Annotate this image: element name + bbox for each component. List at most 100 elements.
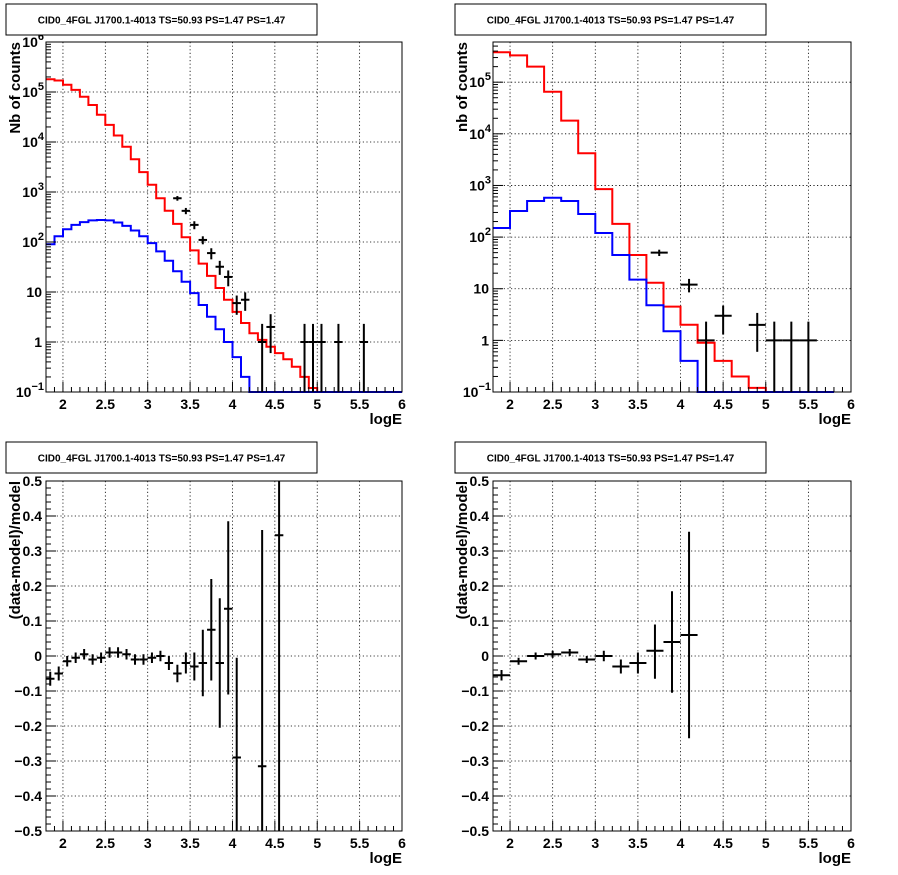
data-point: [595, 650, 613, 662]
title-box: [5, 3, 318, 36]
y-tick-base: 10: [22, 84, 38, 100]
data-point: [359, 323, 369, 392]
y-axis-title: (data-model)/model: [454, 481, 471, 619]
y-tick-label: −0.3: [14, 753, 42, 769]
y-tick-label: −0.2: [14, 718, 42, 734]
y-tick-label: 0.1: [470, 613, 490, 629]
x-axis-title: logE: [819, 850, 852, 867]
y-tick-exponent: −1: [478, 381, 491, 393]
y-tick-label: 0.3: [470, 543, 490, 559]
panel-1: 2 2.5 3 3.5 4 4.5 5 5.5 610−1110102103104105106l…: [5, 3, 406, 428]
x-tick-label: 3: [591, 396, 599, 412]
data-point: [334, 323, 343, 392]
data-point: [173, 196, 182, 201]
y-tick-label: 102: [22, 231, 44, 250]
y-tick-label: 0.2: [470, 578, 490, 594]
y-tick-label: 0.2: [23, 578, 43, 594]
x-tick-label: 5: [762, 396, 770, 412]
y-tick-label: −0.3: [461, 753, 489, 769]
x-axis-title: logE: [819, 411, 852, 428]
chart-title: CID0_4FGL J1700.1-4013 TS=50.93 PS=1.47 …: [38, 16, 286, 27]
data-point: [257, 323, 267, 392]
x-tick-label: 4: [229, 835, 237, 851]
y-tick-label: 0.3: [23, 543, 43, 559]
data-point: [561, 649, 579, 656]
x-tick-label: 5: [762, 835, 770, 851]
data-point: [680, 278, 698, 293]
y-tick-exponent: 4: [38, 131, 45, 143]
x-tick-label: 2: [59, 396, 67, 412]
data-point: [799, 321, 817, 392]
data-point: [215, 598, 224, 728]
data-point: [232, 295, 241, 315]
x-tick-label: 2.5: [543, 835, 563, 851]
y-tick-base: 10: [469, 229, 485, 245]
data-point: [207, 248, 216, 260]
data-point: [224, 270, 233, 287]
y-tick-label: 10−1: [463, 381, 491, 400]
x-tick-label: 3: [591, 835, 599, 851]
y-tick-label: 104: [22, 131, 45, 150]
y-tick-label: 0.4: [470, 508, 490, 524]
data-point: [300, 323, 309, 392]
x-tick-label: 4: [677, 835, 685, 851]
y-tick-exponent: 5: [38, 81, 44, 93]
data-point: [317, 323, 326, 392]
data-point: [113, 647, 123, 658]
y-tick-base: 10: [22, 234, 38, 250]
x-tick-label: 5.5: [350, 396, 370, 412]
chart-title: CID0_4FGL J1700.1-4013 TS=50.93 PS=1.47 …: [487, 454, 735, 465]
y-tick-label: 1: [481, 332, 489, 348]
data-point: [71, 652, 80, 663]
y-tick-exponent: 3: [38, 181, 44, 193]
x-tick-label: 5.5: [350, 835, 370, 851]
x-tick-label: 5.5: [799, 396, 819, 412]
data-point: [224, 521, 233, 695]
x-tick-label: 2.5: [96, 396, 116, 412]
y-tick-base: 10: [16, 384, 32, 400]
y-tick-label: 10: [26, 284, 42, 300]
data-point: [308, 323, 318, 392]
data-point: [190, 221, 199, 230]
x-tick-label: 6: [398, 835, 406, 851]
y-tick-label: −0.4: [461, 788, 489, 804]
data-point: [122, 649, 131, 660]
y-axis-title: nb of counts: [454, 42, 471, 132]
y-tick-label: −0.2: [461, 718, 489, 734]
data-point: [650, 249, 668, 257]
y-tick-label: −0.4: [14, 788, 42, 804]
x-tick-label: 4: [677, 396, 685, 412]
data-point: [510, 657, 528, 665]
x-tick-label: 6: [398, 396, 406, 412]
data-point: [156, 650, 165, 662]
data-point: [629, 652, 647, 674]
histogram-series-1: [46, 78, 402, 393]
data-point: [748, 312, 766, 352]
y-tick-label: 10−1: [16, 381, 44, 400]
data-point: [88, 654, 97, 665]
x-tick-label: 3: [144, 835, 152, 851]
y-tick-label: 0.1: [23, 613, 43, 629]
y-tick-label: 0.4: [23, 508, 43, 524]
x-tick-label: 5: [313, 396, 321, 412]
x-tick-label: 2.5: [543, 396, 563, 412]
x-axis-title: logE: [370, 411, 403, 428]
data-point: [680, 531, 698, 739]
data-point: [139, 654, 148, 665]
y-tick-label: 103: [469, 174, 491, 193]
y-tick-label: 10: [473, 281, 489, 297]
y-tick-base: 10: [469, 126, 485, 142]
y-tick-label: 104: [469, 123, 492, 142]
y-tick-label: 0.5: [23, 473, 43, 489]
y-tick-label: 105: [469, 71, 491, 90]
data-point: [765, 321, 783, 392]
data-point: [274, 481, 284, 831]
title-box: [454, 441, 767, 474]
data-point: [105, 647, 114, 658]
y-tick-label: 0.5: [470, 473, 490, 489]
title-box: [5, 441, 318, 474]
x-tick-label: 2: [59, 835, 67, 851]
panel-4: 2 2.5 3 3.5 4 4.5 5 5.5 6 −0.5 −0.4 −0.3 −0.2 −0.1 0 0.…: [454, 441, 855, 867]
x-tick-label: 4.5: [265, 835, 285, 851]
